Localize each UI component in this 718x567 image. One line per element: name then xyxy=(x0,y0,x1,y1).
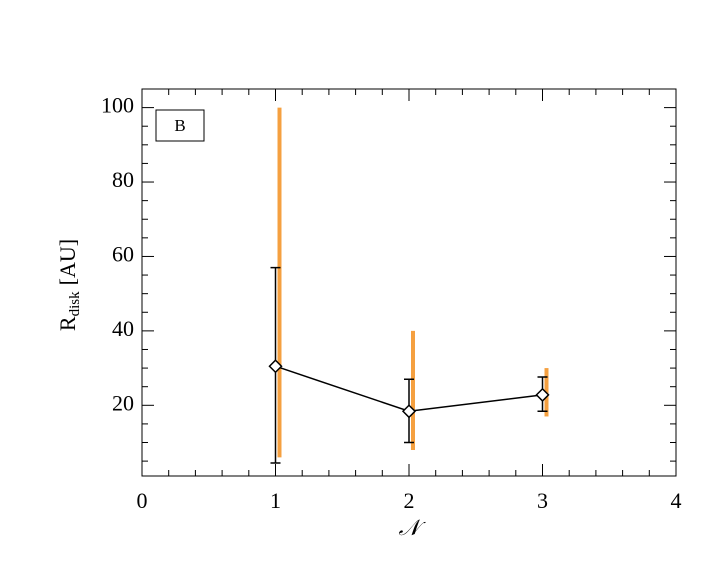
y-tick-label: 40 xyxy=(112,316,134,341)
annotation: B xyxy=(174,116,185,135)
y-axis-label: Rdisk [AU] xyxy=(55,239,83,331)
x-tick-label: 1 xyxy=(270,488,281,513)
x-tick-label: 2 xyxy=(404,488,415,513)
point xyxy=(268,359,283,374)
point xyxy=(535,387,550,402)
x-axis-label: 𝒩 xyxy=(398,515,426,540)
y-label-main: R xyxy=(55,316,80,331)
x-tick-label: 3 xyxy=(537,488,548,513)
x-tick-label: 0 xyxy=(137,488,148,513)
y-label-unit: [AU] xyxy=(55,239,80,285)
y-tick-label: 100 xyxy=(101,93,134,118)
y-tick-label: 80 xyxy=(112,167,134,192)
annotation-box xyxy=(155,109,205,142)
y-tick-label: 20 xyxy=(112,390,134,415)
x-tick-label: 4 xyxy=(671,488,682,513)
y-label-sub: disk xyxy=(67,291,83,317)
y-tick-label: 60 xyxy=(112,241,134,266)
point xyxy=(401,404,417,419)
